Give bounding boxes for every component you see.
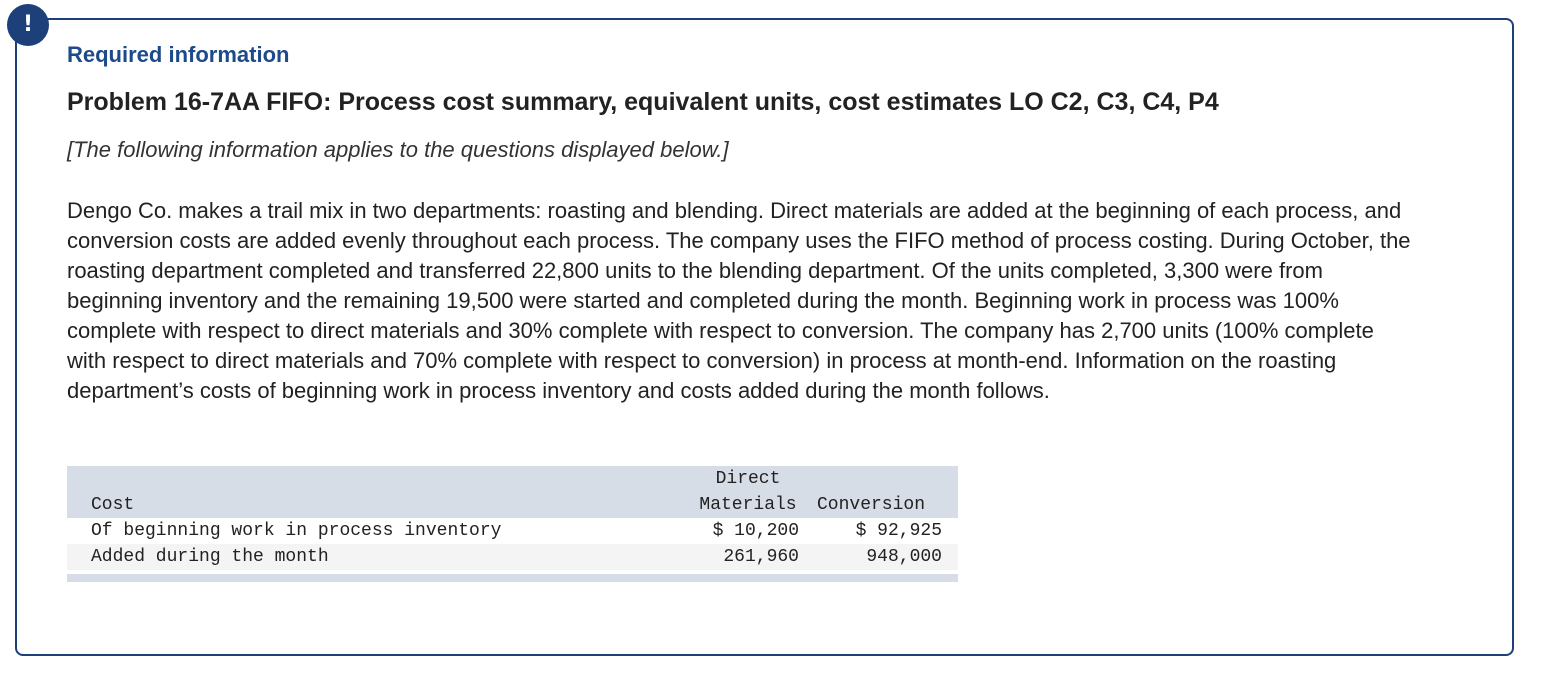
- header-conversion: Conversion: [817, 466, 958, 518]
- applies-note: [The following information applies to th…: [67, 137, 729, 162]
- table-row: Added during the month 261,960 948,000: [67, 544, 958, 570]
- header-direct-materials: Direct Materials: [679, 466, 817, 518]
- problem-title: Problem 16-7AA FIFO: Process cost summar…: [67, 88, 1219, 116]
- row-conversion: $ 92,925: [817, 518, 958, 544]
- cost-table-header: Cost Direct Materials Conversion: [67, 466, 958, 518]
- row-direct-materials: 261,960: [679, 544, 817, 570]
- problem-description: Dengo Co. makes a trail mix in two depar…: [67, 198, 1411, 403]
- row-direct-materials: $ 10,200: [679, 518, 817, 544]
- table-row: Of beginning work in process inventory $…: [67, 518, 958, 544]
- table-spacer: [67, 570, 958, 574]
- header-cost: Cost: [67, 466, 679, 518]
- cost-table: Cost Direct Materials Conversion Of begi…: [67, 466, 958, 582]
- required-information-heading: Required information: [67, 42, 290, 67]
- row-label: Of beginning work in process inventory: [67, 518, 679, 544]
- table-footer-bar: [67, 574, 958, 582]
- header-direct-materials-line2: Materials: [699, 495, 797, 515]
- row-conversion: 948,000: [817, 544, 958, 570]
- alert-icon: !: [7, 4, 49, 46]
- header-direct-materials-line1: Direct: [715, 469, 781, 489]
- row-label: Added during the month: [67, 544, 679, 570]
